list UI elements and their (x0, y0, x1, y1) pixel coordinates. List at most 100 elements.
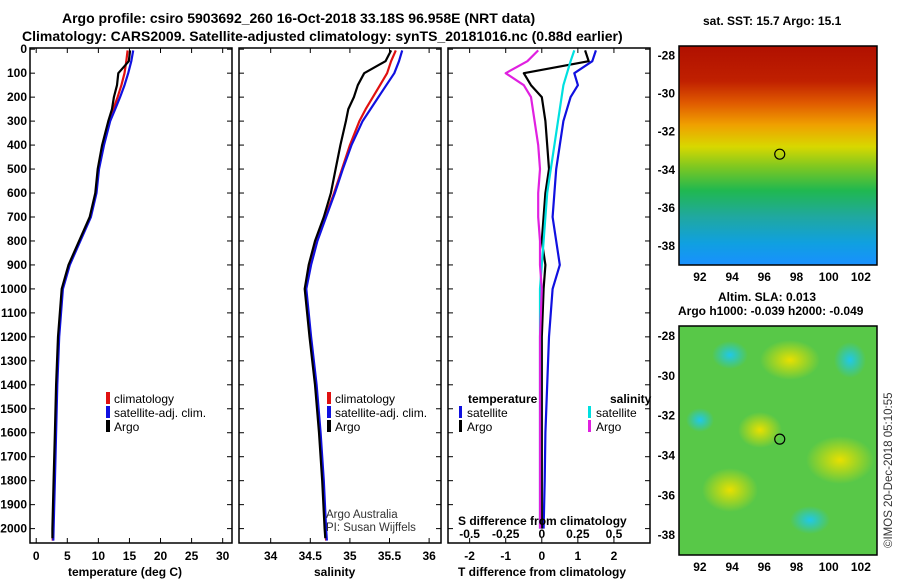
legend-s-argo: Argo (596, 420, 622, 434)
depth-tick-label: 1500 (0, 402, 27, 416)
series-satellite-adj-clim- (52, 50, 135, 541)
x-tick-label: -1 (500, 549, 511, 563)
depth-tick-label: 2000 (0, 522, 27, 536)
t-diff-tick-labels: -2 -1 0 1 2 (464, 549, 617, 563)
depth-tick-label: 700 (7, 210, 27, 224)
sst-map-frame (678, 45, 878, 266)
difference-panel: -2 -1 0 1 2 -0.5 -0.25 0 0.25 0.5 S difference f… (447, 47, 652, 579)
x-tick-label: 35 (343, 549, 357, 563)
legend-swatch-climatology-2 (327, 392, 331, 404)
legend-swatch-s-satellite (588, 406, 591, 418)
lat-tick-label: -28 (658, 329, 676, 343)
depth-tick-label: 200 (7, 90, 27, 104)
lon-tick-label: 92 (693, 270, 707, 284)
legend-swatch-argo-2 (327, 420, 331, 432)
lat-tick-label: -32 (658, 409, 676, 423)
legend-swatch-argo (106, 420, 110, 432)
lat-tick-label: -28 (658, 49, 676, 63)
depth-tick-label: 1200 (0, 330, 27, 344)
temperature-series (30, 48, 232, 543)
depth-tick-label: 100 (7, 66, 27, 80)
x-tick-label: 36 (422, 549, 436, 563)
x-tick-label: 1 (575, 549, 582, 563)
sla-float-marker (774, 433, 786, 445)
s-diff-tick-label: 0.25 (566, 527, 590, 541)
x-tick-label: 15 (123, 549, 137, 563)
sla-map-title-2: Argo h1000: -0.039 h2000: -0.049 (678, 304, 864, 318)
legend-satellite-adj: satellite-adj. clim. (114, 406, 206, 420)
depth-tick-label: 900 (7, 258, 27, 272)
salinity-panel: 34 34.5 35 35.5 36 salinity climatology sate… (238, 47, 442, 579)
legend-argo: Argo (114, 420, 140, 434)
x-tick-label: 5 (64, 549, 71, 563)
depth-tick-label: 500 (7, 162, 27, 176)
legend-salinity-heading: salinity (610, 392, 652, 406)
legend-climatology-2: climatology (335, 392, 395, 406)
depth-tick-label: 1400 (0, 378, 27, 392)
title-line-1: Argo profile: csiro 5903692_260 16-Oct-2… (62, 10, 535, 26)
depth-tick-labels: 0 100 200 300 400 500 600 700 800 900 1000 1100 1200… (0, 42, 27, 535)
lat-tick-label: -34 (658, 448, 676, 462)
depth-tick-label: 600 (7, 186, 27, 200)
series-salinity-argo (504, 49, 543, 529)
legend-climatology: climatology (114, 392, 174, 406)
t-diff-axis-label: T difference from climatology (458, 565, 626, 579)
legend-swatch-t-argo (459, 420, 462, 432)
x-tick-label: 25 (185, 549, 199, 563)
sst-float-marker (774, 148, 786, 160)
salinity-series (239, 48, 441, 543)
legend-t-satellite: satellite (467, 406, 508, 420)
sla-map-panel: Altim. SLA: 0.013 Argo h1000: -0.039 h20… (658, 290, 878, 574)
series-satellite-adj-clim- (305, 50, 404, 541)
x-tick-label: 20 (154, 549, 168, 563)
depth-tick-label: 1600 (0, 426, 27, 440)
lat-tick-label: -32 (658, 125, 676, 139)
depth-tick-label: 1100 (1, 306, 27, 320)
salinity-tick-labels: 34 34.5 35 35.5 36 (264, 549, 436, 563)
lon-tick-label: 100 (819, 560, 839, 574)
depth-tick-label: 300 (7, 114, 27, 128)
s-diff-tick-label: 0.5 (606, 527, 623, 541)
series-temperature-satellite (542, 50, 597, 529)
legend-satellite-adj-2: satellite-adj. clim. (335, 406, 427, 420)
lon-tick-label: 92 (693, 560, 707, 574)
depth-tick-label: 0 (20, 42, 27, 56)
legend-swatch-satellite-adj (106, 406, 110, 418)
legend-t-argo: Argo (467, 420, 493, 434)
s-diff-tick-label: 0 (538, 527, 545, 541)
lat-tick-label: -38 (658, 528, 676, 542)
lat-tick-label: -30 (658, 87, 676, 101)
sla-lon-labels: 92 94 96 98 100 102 (693, 560, 871, 574)
temperature-legend: climatology satellite-adj. clim. Argo (106, 392, 206, 434)
sla-lat-labels: -28 -30 -32 -34 -36 -38 (658, 329, 676, 542)
salinity-frame (238, 47, 442, 544)
series-temperature-argo (522, 50, 590, 529)
difference-legend: temperature salinity satellite Argo sate… (459, 392, 652, 434)
x-tick-label: -2 (464, 549, 475, 563)
series-argo (303, 49, 393, 539)
legend-temperature-heading: temperature (468, 392, 538, 406)
s-diff-tick-label: -0.5 (459, 527, 480, 541)
temperature-axis-label: temperature (deg C) (68, 565, 182, 579)
imos-footer: ©IMOS 20-Dec-2018 05:10:55 (883, 392, 895, 548)
sla-map-frame (678, 325, 878, 556)
temperature-tick-labels: 0 5 10 15 20 25 30 (33, 549, 230, 563)
depth-tick-label: 1800 (0, 474, 27, 488)
depth-tick-label: 1700 (0, 450, 27, 464)
lat-tick-label: -36 (658, 201, 676, 215)
lon-tick-label: 98 (790, 270, 804, 284)
lon-tick-label: 102 (851, 560, 871, 574)
lon-tick-label: 98 (790, 560, 804, 574)
sst-map-panel: sat. SST: 15.7 Argo: 15.1 -28 -30 -32 -34 -3… (658, 14, 878, 284)
lat-tick-label: -36 (658, 488, 676, 502)
temperature-frame (29, 47, 233, 544)
legend-swatch-s-argo (588, 420, 591, 432)
lon-tick-label: 96 (758, 270, 772, 284)
depth-tick-label: 800 (7, 234, 27, 248)
salinity-legend: climatology satellite-adj. clim. Argo (327, 392, 427, 434)
sst-lat-labels: -28 -30 -32 -34 -36 -38 (658, 49, 676, 253)
s-diff-tick-label: -0.25 (492, 527, 520, 541)
series-argo (51, 50, 132, 539)
title-line-2: Climatology: CARS2009. Satellite-adjuste… (22, 28, 623, 44)
